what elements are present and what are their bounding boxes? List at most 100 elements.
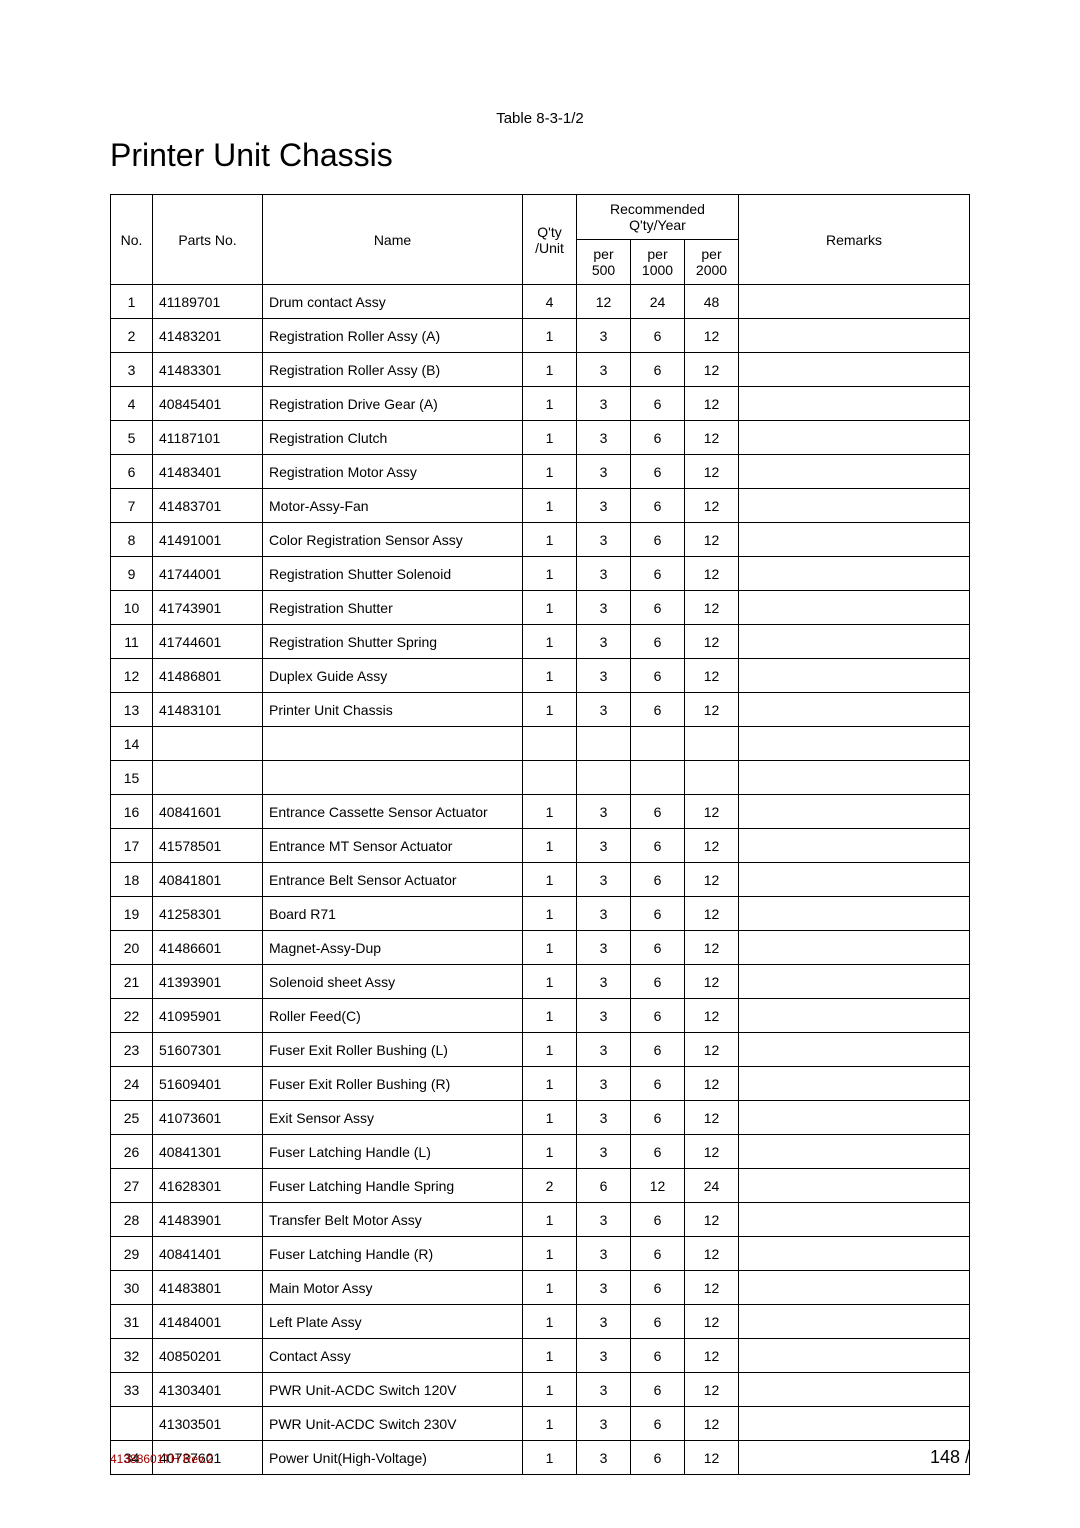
cell-per-1000: 6 [631, 319, 685, 353]
cell-name: Registration Shutter Spring [263, 625, 523, 659]
cell-per-500: 3 [577, 591, 631, 625]
cell-parts-no: 41095901 [153, 999, 263, 1033]
cell-remarks [739, 489, 970, 523]
header-per1000-l1: per [647, 246, 667, 262]
cell-per-1000: 12 [631, 1169, 685, 1203]
cell-per-2000: 12 [685, 1237, 739, 1271]
table-row: 3240850201Contact Assy13612 [111, 1339, 970, 1373]
cell-per-500: 3 [577, 999, 631, 1033]
cell-per-2000 [685, 761, 739, 795]
cell-per-1000: 6 [631, 999, 685, 1033]
cell-qty: 1 [523, 931, 577, 965]
cell-per-2000: 12 [685, 795, 739, 829]
cell-no: 5 [111, 421, 153, 455]
cell-qty: 1 [523, 1373, 577, 1407]
cell-per-1000: 6 [631, 1407, 685, 1441]
cell-no: 21 [111, 965, 153, 999]
cell-per-1000: 6 [631, 659, 685, 693]
table-row: 3141484001Left Plate Assy13612 [111, 1305, 970, 1339]
cell-no: 31 [111, 1305, 153, 1339]
table-row: 1941258301Board R7113612 [111, 897, 970, 931]
cell-remarks [739, 1169, 970, 1203]
cell-per-2000: 12 [685, 489, 739, 523]
cell-per-1000: 6 [631, 1135, 685, 1169]
cell-parts-no: 41483901 [153, 1203, 263, 1237]
cell-remarks [739, 523, 970, 557]
cell-per-2000: 12 [685, 1407, 739, 1441]
cell-per-2000: 12 [685, 897, 739, 931]
cell-name: Exit Sensor Assy [263, 1101, 523, 1135]
header-qty-line2: /Unit [535, 240, 564, 256]
cell-parts-no: 41303501 [153, 1407, 263, 1441]
cell-per-500: 3 [577, 1135, 631, 1169]
page-title: Printer Unit Chassis [110, 137, 970, 174]
cell-qty: 1 [523, 1339, 577, 1373]
table-row: 2451609401Fuser Exit Roller Bushing (R)1… [111, 1067, 970, 1101]
table-row: 141189701Drum contact Assy4122448 [111, 285, 970, 319]
cell-per-500: 3 [577, 1305, 631, 1339]
table-row: 1840841801Entrance Belt Sensor Actuator1… [111, 863, 970, 897]
cell-remarks [739, 795, 970, 829]
cell-qty: 1 [523, 659, 577, 693]
cell-qty: 1 [523, 523, 577, 557]
cell-per-500: 12 [577, 285, 631, 319]
cell-name: Duplex Guide Assy [263, 659, 523, 693]
cell-name: Entrance Belt Sensor Actuator [263, 863, 523, 897]
table-row: 3041483801Main Motor Assy13612 [111, 1271, 970, 1305]
cell-parts-no: 41744601 [153, 625, 263, 659]
cell-remarks [739, 727, 970, 761]
cell-qty: 1 [523, 1237, 577, 1271]
cell-parts-no: 40841301 [153, 1135, 263, 1169]
cell-per-500: 3 [577, 1407, 631, 1441]
table-row: 341483301Registration Roller Assy (B)136… [111, 353, 970, 387]
cell-qty: 2 [523, 1169, 577, 1203]
cell-parts-no: 41187101 [153, 421, 263, 455]
cell-no: 33 [111, 1373, 153, 1407]
cell-per-2000: 12 [685, 591, 739, 625]
header-per2000-l1: per [701, 246, 721, 262]
cell-name: Fuser Latching Handle (R) [263, 1237, 523, 1271]
cell-per-500: 3 [577, 1101, 631, 1135]
cell-parts-no: 51609401 [153, 1067, 263, 1101]
cell-qty: 1 [523, 965, 577, 999]
cell-per-2000: 12 [685, 1203, 739, 1237]
cell-no: 26 [111, 1135, 153, 1169]
cell-per-500: 3 [577, 1067, 631, 1101]
cell-per-2000: 12 [685, 1373, 739, 1407]
cell-qty: 1 [523, 829, 577, 863]
header-no: No. [111, 195, 153, 285]
cell-per-2000: 12 [685, 557, 739, 591]
cell-parts-no: 51607301 [153, 1033, 263, 1067]
table-row: 2351607301Fuser Exit Roller Bushing (L)1… [111, 1033, 970, 1067]
cell-remarks [739, 387, 970, 421]
table-row: 2841483901Transfer Belt Motor Assy13612 [111, 1203, 970, 1237]
cell-parts-no: 41483801 [153, 1271, 263, 1305]
cell-name: Fuser Latching Handle Spring [263, 1169, 523, 1203]
cell-name: Board R71 [263, 897, 523, 931]
parts-table: No. Parts No. Name Q'ty /Unit Recommende… [110, 194, 970, 1475]
cell-per-1000: 6 [631, 1067, 685, 1101]
document-page: Table 8-3-1/2 Printer Unit Chassis No. P… [0, 0, 1080, 1528]
cell-per-1000: 6 [631, 1203, 685, 1237]
cell-parts-no: 41393901 [153, 965, 263, 999]
cell-per-2000: 24 [685, 1169, 739, 1203]
cell-remarks [739, 1101, 970, 1135]
cell-per-1000: 6 [631, 625, 685, 659]
cell-parts-no: 41491001 [153, 523, 263, 557]
header-rec-qty: Recommended Q'ty/Year [577, 195, 739, 240]
cell-no: 17 [111, 829, 153, 863]
cell-no: 6 [111, 455, 153, 489]
cell-qty: 1 [523, 557, 577, 591]
cell-per-500: 3 [577, 489, 631, 523]
cell-no: 18 [111, 863, 153, 897]
cell-per-1000: 6 [631, 523, 685, 557]
cell-per-2000: 12 [685, 1101, 739, 1135]
cell-name: PWR Unit-ACDC Switch 230V [263, 1407, 523, 1441]
cell-no: 29 [111, 1237, 153, 1271]
cell-parts-no: 41483401 [153, 455, 263, 489]
cell-parts-no: 41258301 [153, 897, 263, 931]
cell-parts-no: 40845401 [153, 387, 263, 421]
header-per2000-l2: 2000 [696, 262, 727, 278]
cell-name: Fuser Latching Handle (L) [263, 1135, 523, 1169]
cell-name: PWR Unit-ACDC Switch 120V [263, 1373, 523, 1407]
